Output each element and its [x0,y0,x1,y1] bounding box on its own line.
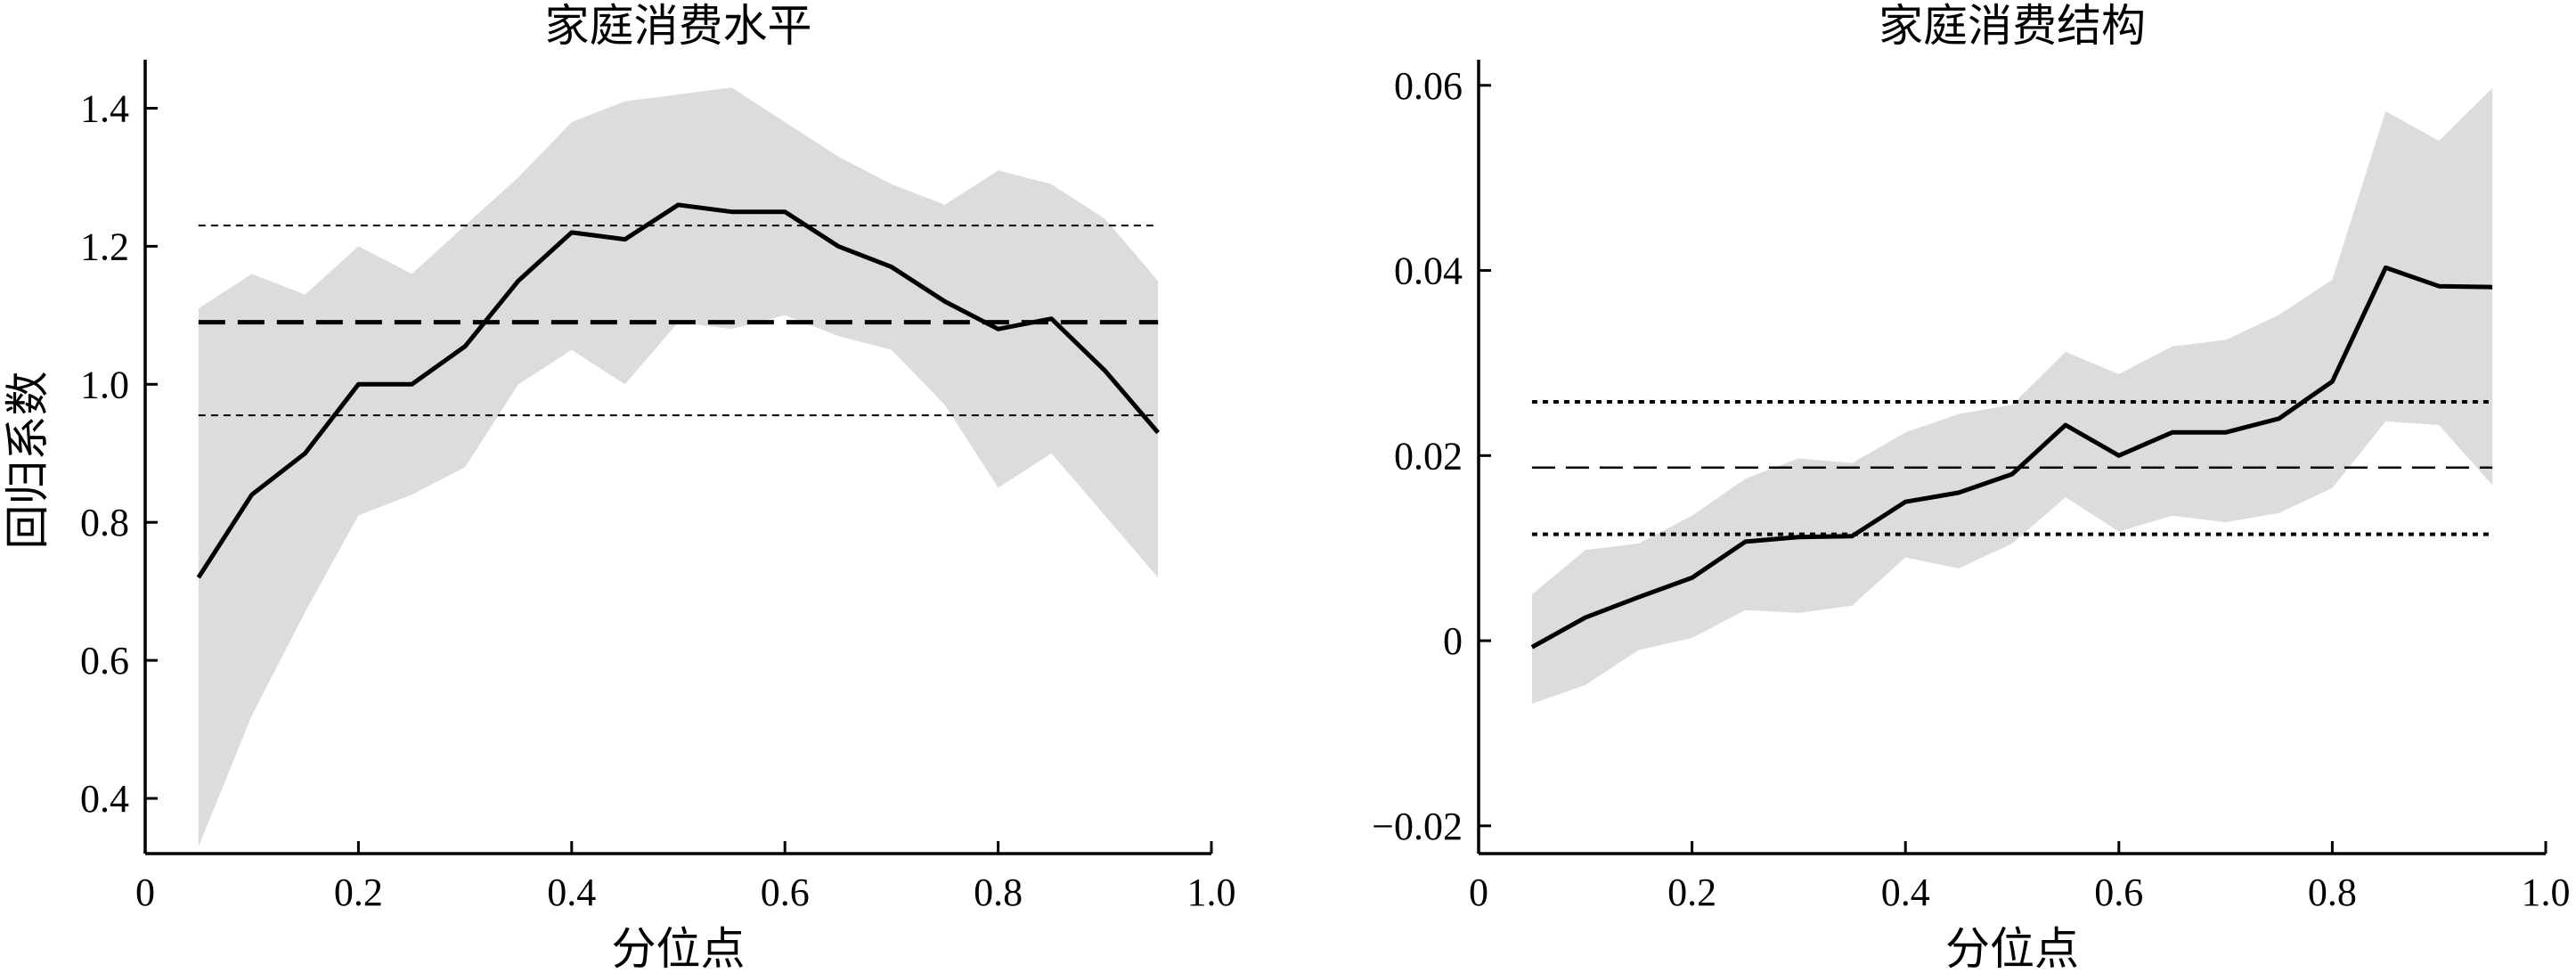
x-tick-label: 0.8 [974,871,1023,914]
x-tick-label: 0.8 [2308,871,2357,914]
quantile-estimate-line [196,202,1160,579]
confidence-band [198,87,1159,847]
x-tick-label: 0.6 [2094,871,2143,914]
y-tick-label: 0.04 [1394,249,1463,293]
quantile-estimate-line [1530,265,2493,650]
x-tick-label: 0.2 [1667,871,1716,914]
x-tick-label: 0.6 [761,871,810,914]
x-tick-label: 1.0 [2522,871,2571,914]
x-tick-label: 0 [135,871,155,914]
y-tick-label: 1.4 [80,86,129,130]
chart-title: 家庭消费水平 [545,1,812,51]
y-tick-label: 0.6 [80,639,129,683]
chart-title: 家庭消费结构 [1879,1,2146,51]
y-tick-label: 1.0 [80,363,129,406]
y-axis-label: 回归系数 [3,372,53,550]
x-axis-label: 分位点 [612,924,746,973]
y-tick-label: 0.4 [80,777,129,821]
x-tick-label: 0.2 [334,871,383,914]
confidence-band [1531,87,2493,704]
x-axis-label: 分位点 [1945,924,2079,973]
x-tick-label: 0 [1469,871,1488,914]
chart-2: 0 0.2 0.4 0.6 0.8 1.0−0.0200.020.040.06家庭消费结构… [1372,1,2570,973]
x-tick-label: 0.4 [547,871,596,914]
chart-1: 0 0.2 0.4 0.6 0.8 1.0 0.4 0.6 0.8 1.0 1.2 1.4 家庭消费水平… [3,1,1236,973]
y-tick-label: 0.06 [1394,64,1463,108]
y-tick-label: 0.8 [80,501,129,544]
y-tick-label: −0.02 [1372,805,1463,848]
y-tick-label: 1.2 [80,225,129,268]
x-tick-label: 1.0 [1187,871,1236,914]
x-tick-label: 0.4 [1881,871,1930,914]
y-tick-label: 0.02 [1394,434,1463,478]
y-tick-label: 0 [1443,619,1463,663]
